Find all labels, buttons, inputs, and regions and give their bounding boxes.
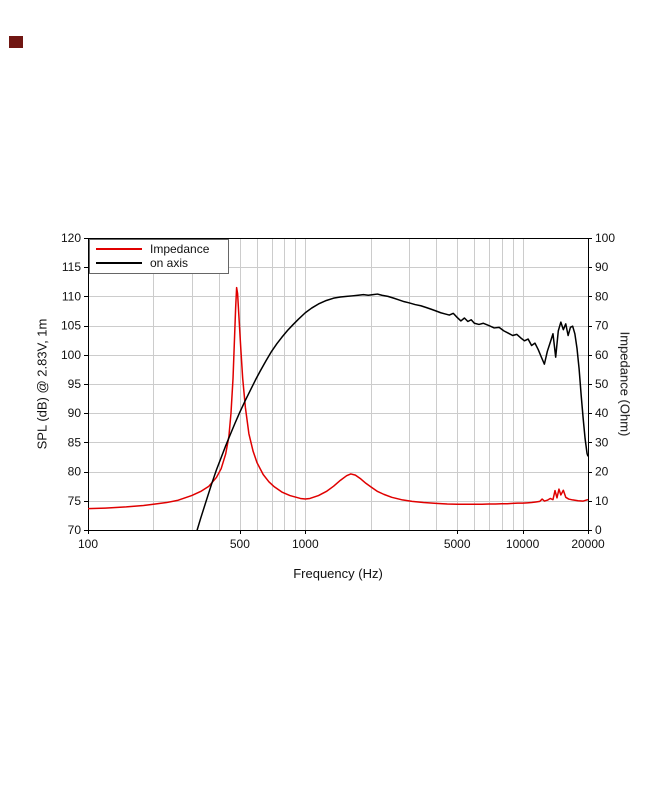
legend-label-on-axis: on axis — [150, 256, 189, 270]
on-axis-line-swatch — [96, 262, 142, 264]
legend-label-impedance: Impedance — [150, 242, 210, 256]
x-axis-title: Frequency (Hz) — [293, 566, 383, 581]
legend-row-impedance: Impedance — [96, 242, 222, 256]
legend: Impedance on axis — [89, 239, 229, 274]
legend-row-on-axis: on axis — [96, 256, 222, 270]
right-axis-title: Impedance (Ohm) — [617, 331, 633, 437]
impedance-line-swatch — [96, 248, 142, 250]
left-axis-title: SPL (dB) @ 2.83V, 1m — [34, 318, 50, 450]
